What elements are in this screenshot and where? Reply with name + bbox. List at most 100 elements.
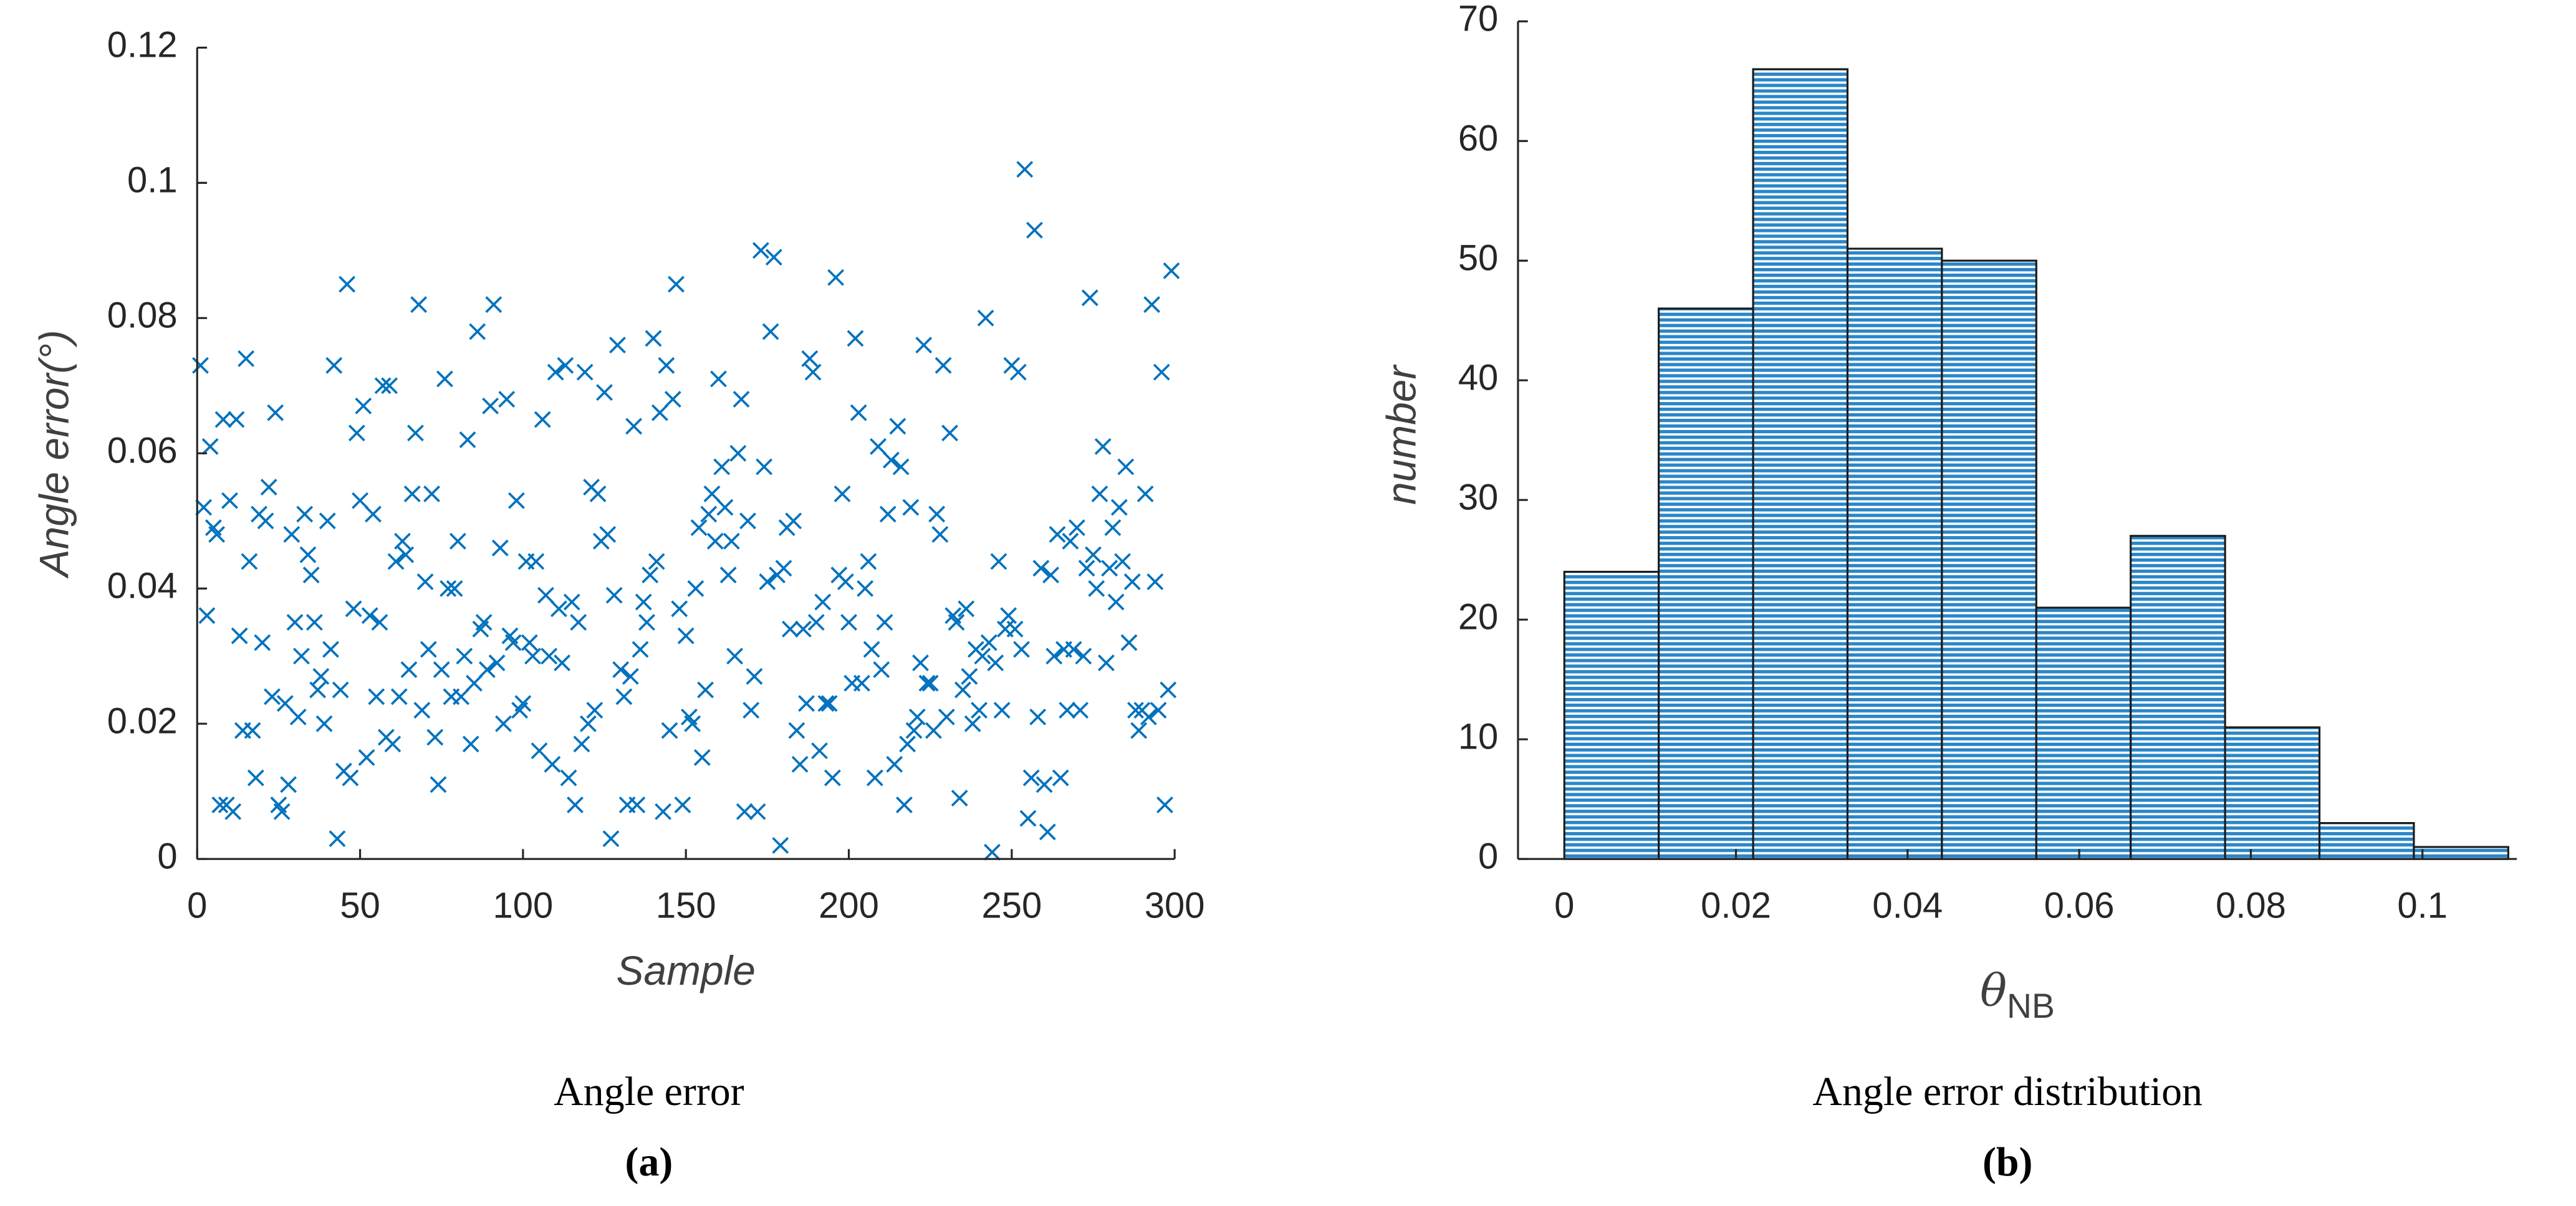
scatter-point (374, 377, 392, 395)
scatter-point (289, 708, 307, 725)
scatter-point (860, 553, 877, 570)
scatter-point (319, 512, 336, 530)
scatter-point (1052, 769, 1069, 787)
scatter-point (958, 600, 975, 618)
scatter-point (315, 715, 333, 732)
scatter-point (749, 803, 766, 820)
scatter-point (238, 350, 255, 367)
scatter-point (1013, 641, 1030, 658)
scatter-point (752, 242, 769, 259)
scatter-point (850, 404, 867, 421)
scatter-point (231, 627, 248, 644)
scatter-point (469, 323, 486, 340)
y-tick-label: 0.02 (107, 702, 178, 742)
scatter-point (201, 438, 219, 455)
scatter-point (951, 790, 968, 806)
chart-panel: 0 0.02 0.04 0.06 0.08 0.1 0.12 0 50 100 150 200 250 3… (31, 26, 1205, 1185)
scatter-point (368, 688, 385, 706)
scatter-point (736, 803, 753, 820)
scatter-point (1068, 519, 1085, 537)
scatter-point (387, 553, 405, 570)
scatter-point (648, 553, 665, 570)
scatter-point (403, 485, 421, 502)
scatter-point (384, 735, 401, 753)
scatter-point (1163, 262, 1180, 279)
scatter-point (264, 688, 281, 706)
scatter-point (537, 586, 554, 604)
scatter-point (498, 391, 516, 408)
y-axis-label: number (1378, 364, 1425, 505)
scatter-point (817, 695, 835, 712)
scatter-point (772, 837, 789, 854)
scatter-point (908, 708, 926, 725)
scatter-point (791, 755, 809, 773)
y-tick-label: 20 (1458, 598, 1498, 638)
scatter-point (1026, 221, 1043, 239)
scatter-point (283, 526, 300, 543)
scatter-point (928, 505, 946, 523)
scatter-point (446, 580, 463, 597)
scatter-point (521, 634, 538, 651)
scatter-point (579, 715, 597, 732)
scatter-point (632, 641, 649, 658)
scatter-point (785, 512, 802, 530)
scatter-point (602, 830, 620, 848)
y-tick-label: 0.04 (107, 567, 178, 606)
scatter-point (1146, 573, 1164, 590)
scatter-point (397, 546, 415, 563)
scatter-point (993, 702, 1011, 719)
scatter-point (557, 357, 574, 374)
scatter-point (423, 485, 440, 502)
y-tick-label: 0 (1478, 837, 1498, 877)
x-tick-label: 0.06 (2044, 886, 2115, 926)
scatter-point (870, 438, 887, 455)
scatter-point (743, 702, 760, 719)
scatter-point (1117, 458, 1135, 476)
scatter-point (371, 614, 388, 631)
histogram-bar (2130, 535, 2226, 860)
scatter-point (224, 803, 242, 820)
x-tick-label: 250 (981, 886, 1042, 926)
scatter-point (456, 648, 473, 665)
scatter-point (462, 735, 479, 753)
y-tick-label: 30 (1458, 478, 1498, 518)
scatter-point (645, 330, 662, 347)
y-tick-label: 50 (1458, 239, 1498, 279)
scatter-point (436, 370, 453, 388)
scatter-point (1072, 702, 1089, 719)
scatter-point (1153, 363, 1170, 381)
scatter-point (684, 715, 701, 732)
scatter-point (782, 620, 799, 638)
scatter-point (892, 458, 910, 476)
scatter-point (723, 532, 740, 550)
scatter-point (453, 688, 470, 706)
scatter-point (879, 505, 896, 523)
scatter-point (400, 661, 418, 678)
scatter-point (1075, 648, 1092, 665)
scatter-point (293, 648, 310, 665)
y-axis-label: Angle error(°) (31, 330, 77, 579)
scatter-point (478, 661, 496, 678)
scatter-point (990, 553, 1007, 570)
chart-panel: 0 10 20 30 40 50 60 70 0 0.02 0.04 0.06 0.08 0.1 numbe… (1378, 0, 2517, 1185)
scatter-point (475, 614, 493, 631)
scatter-point (596, 384, 613, 401)
x-label-subscript: NB (2007, 987, 2055, 1025)
scatter-point (325, 357, 343, 374)
scatter-point (876, 614, 893, 631)
scatter-point (739, 512, 756, 530)
scatter-point (466, 674, 483, 692)
scatter-point (651, 404, 668, 421)
scatter-point (420, 641, 437, 658)
y-tick-label: 70 (1458, 0, 1498, 39)
scatter-point (756, 458, 773, 476)
scatter-point (847, 330, 864, 347)
scatter-point (440, 580, 457, 597)
scatter-point (1091, 485, 1108, 502)
scatter-point (1094, 438, 1112, 455)
scatter-point (925, 722, 942, 739)
scatter-point (807, 614, 825, 631)
scatter-point (948, 614, 965, 631)
scatter-point (449, 532, 466, 550)
